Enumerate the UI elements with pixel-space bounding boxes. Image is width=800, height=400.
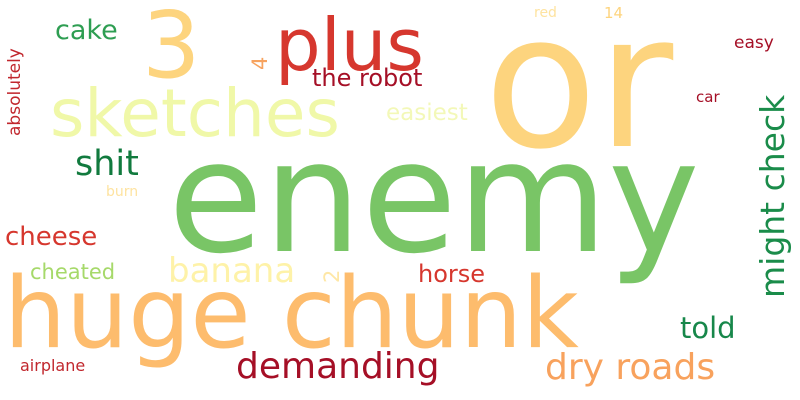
word-enemy: enemy (168, 107, 700, 288)
word-absolutely: absolutely (5, 48, 25, 136)
word-the-robot: the robot (312, 64, 423, 92)
word-demanding: demanding (236, 346, 440, 387)
word-airplane: airplane (20, 356, 86, 375)
word-4: 4 (248, 56, 272, 70)
word-plus: plus (275, 3, 424, 87)
word-red: red (534, 5, 557, 21)
word-2: 2 (320, 269, 344, 283)
word-or: or (484, 0, 674, 190)
word-14: 14 (604, 4, 624, 22)
word-burn: burn (106, 184, 139, 200)
word-cheese: cheese (5, 222, 98, 252)
word-told: told (680, 311, 736, 345)
word-easy: easy (734, 33, 774, 53)
word-banana: banana (168, 251, 296, 291)
word-easiest: easiest (386, 100, 468, 126)
word-dry-roads: dry roads (545, 347, 716, 388)
word-horse: horse (418, 260, 486, 288)
word-sketches: sketches (50, 75, 340, 152)
word-cake: cake (55, 15, 118, 46)
word-huge-chunk: huge chunk (4, 257, 579, 371)
word-shit: shit (75, 144, 139, 184)
word-car: car (696, 88, 720, 106)
word-might-check: might check (753, 94, 792, 298)
word-3: 3 (142, 0, 201, 99)
word-cheated: cheated (30, 260, 116, 284)
